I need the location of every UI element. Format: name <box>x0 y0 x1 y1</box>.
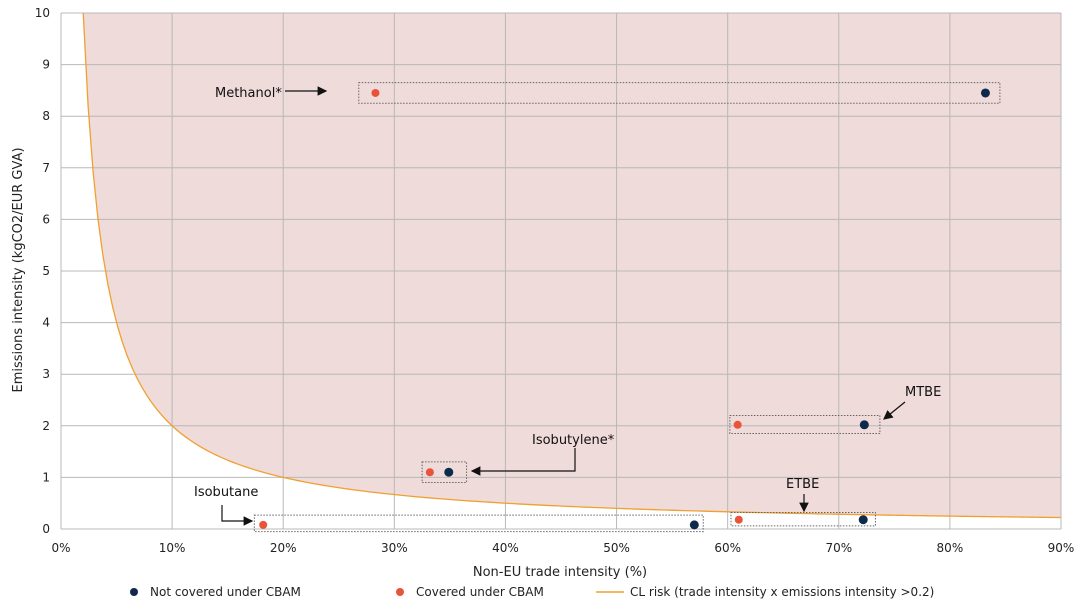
y-tick-label: 5 <box>42 264 50 278</box>
x-tick-label: 0% <box>51 541 70 555</box>
y-tick-label: 10 <box>35 6 50 20</box>
annotation-label: Isobutylene* <box>532 433 615 448</box>
y-tick-label: 0 <box>42 522 50 536</box>
y-axis-title: Emissions intensity (kgCO2/EUR GVA) <box>11 147 26 392</box>
data-point <box>371 88 380 97</box>
cl-risk-curve <box>82 12 1062 519</box>
y-tick-label: 1 <box>42 470 50 484</box>
legend: Not covered under CBAM Covered under CBA… <box>130 585 934 599</box>
y-tick-label: 6 <box>42 212 50 226</box>
x-tick-label: 80% <box>937 541 964 555</box>
x-tick-label: 10% <box>159 541 186 555</box>
x-tick-label: 70% <box>825 541 852 555</box>
data-point <box>858 515 868 525</box>
annotation-label: MTBE <box>905 385 941 400</box>
annotation-arrow <box>221 505 254 526</box>
data-point <box>859 420 869 430</box>
data-point <box>980 88 990 98</box>
y-tick-label: 8 <box>42 109 50 123</box>
annotation-arrow <box>883 401 906 420</box>
x-tick-label: 90% <box>1048 541 1075 555</box>
data-point <box>734 515 743 524</box>
data-point <box>425 468 434 477</box>
y-tick-label: 9 <box>42 58 50 72</box>
legend-label-not-covered: Not covered under CBAM <box>150 585 301 599</box>
x-axis-title: Non-EU trade intensity (%) <box>473 565 647 580</box>
data-point <box>689 520 699 530</box>
y-tick-label: 2 <box>42 419 50 433</box>
x-tick-label: 30% <box>381 541 408 555</box>
data-point <box>733 420 742 429</box>
group-box <box>729 414 881 435</box>
x-tick-label: 50% <box>603 541 630 555</box>
x-tick-label: 60% <box>714 541 741 555</box>
y-tick-label: 3 <box>42 367 50 381</box>
annotation-label: Methanol* <box>215 86 282 101</box>
annotation-label: Isobutane <box>194 485 258 500</box>
legend-marker-covered <box>396 588 404 596</box>
x-tick-label: 20% <box>270 541 297 555</box>
group-box <box>730 511 876 527</box>
legend-marker-not-covered <box>130 588 138 596</box>
annotation-arrow <box>470 448 576 476</box>
data-point <box>259 520 268 529</box>
group-box <box>358 82 1001 104</box>
group-box <box>253 514 704 533</box>
group-box <box>421 461 468 484</box>
annotation-label: ETBE <box>786 477 819 492</box>
legend-label-cl-risk: CL risk (trade intensity x emissions int… <box>630 585 934 599</box>
x-tick-label: 40% <box>492 541 519 555</box>
y-tick-label: 7 <box>42 161 50 175</box>
y-tick-label: 4 <box>42 316 50 330</box>
data-point <box>444 467 454 477</box>
cl-risk-area <box>83 13 1062 518</box>
legend-label-covered: Covered under CBAM <box>416 585 544 599</box>
